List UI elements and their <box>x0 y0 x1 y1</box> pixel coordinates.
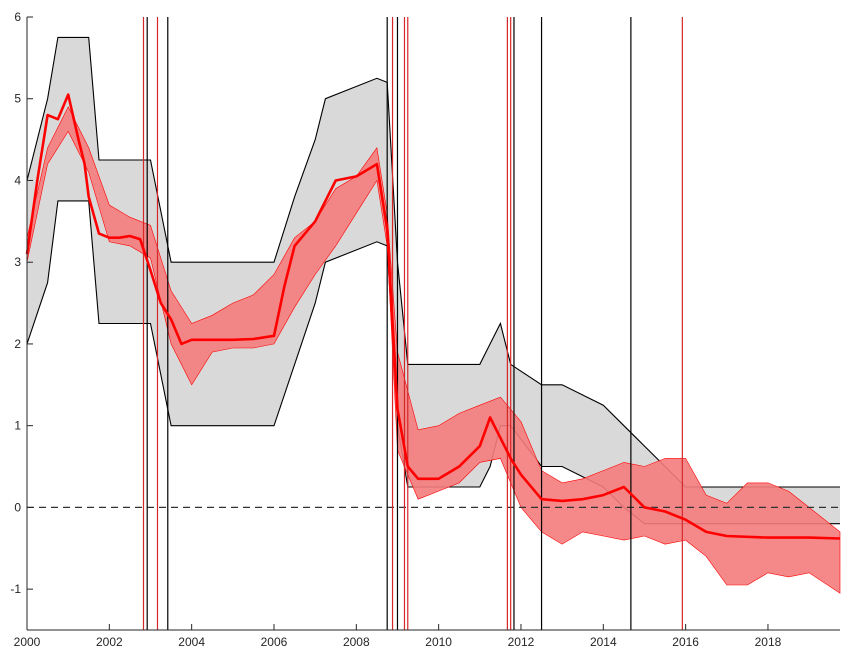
main-line-layer <box>25 93 841 540</box>
x-tick-label: 2012 <box>508 635 535 649</box>
x-tick-label: 2002 <box>96 635 123 649</box>
y-tick-label: 3 <box>14 255 21 269</box>
x-tick-label: 2006 <box>261 635 288 649</box>
x-tick-label: 2016 <box>672 635 699 649</box>
x-tick-label: 2008 <box>343 635 370 649</box>
main-series-line <box>25 93 841 540</box>
x-tick-label: 2018 <box>755 635 782 649</box>
x-tick-label: 2004 <box>178 635 205 649</box>
outer-band-upper-line <box>26 36 840 488</box>
inner-band-area <box>26 106 841 594</box>
y-tick-label: 2 <box>14 337 21 351</box>
x-tick-label: 2010 <box>425 635 452 649</box>
axis-layer: -1 0 1 2 3 4 5 6 2000 2002 2004 2006 2008 2010 2012 201… <box>10 10 840 649</box>
x-tick-label: 2014 <box>590 635 617 649</box>
inner-band-layer <box>26 106 841 594</box>
y-tick-label: 0 <box>14 500 21 514</box>
y-tick-label: 1 <box>14 419 21 433</box>
y-tick-label: 6 <box>14 10 21 24</box>
y-tick-label: 5 <box>14 92 21 106</box>
vline-layer <box>142 17 683 630</box>
outer-band-area <box>27 37 840 524</box>
x-tick-label: 2000 <box>14 635 41 649</box>
y-tick-label: -1 <box>10 582 21 596</box>
y-tick-label: 4 <box>14 173 21 187</box>
